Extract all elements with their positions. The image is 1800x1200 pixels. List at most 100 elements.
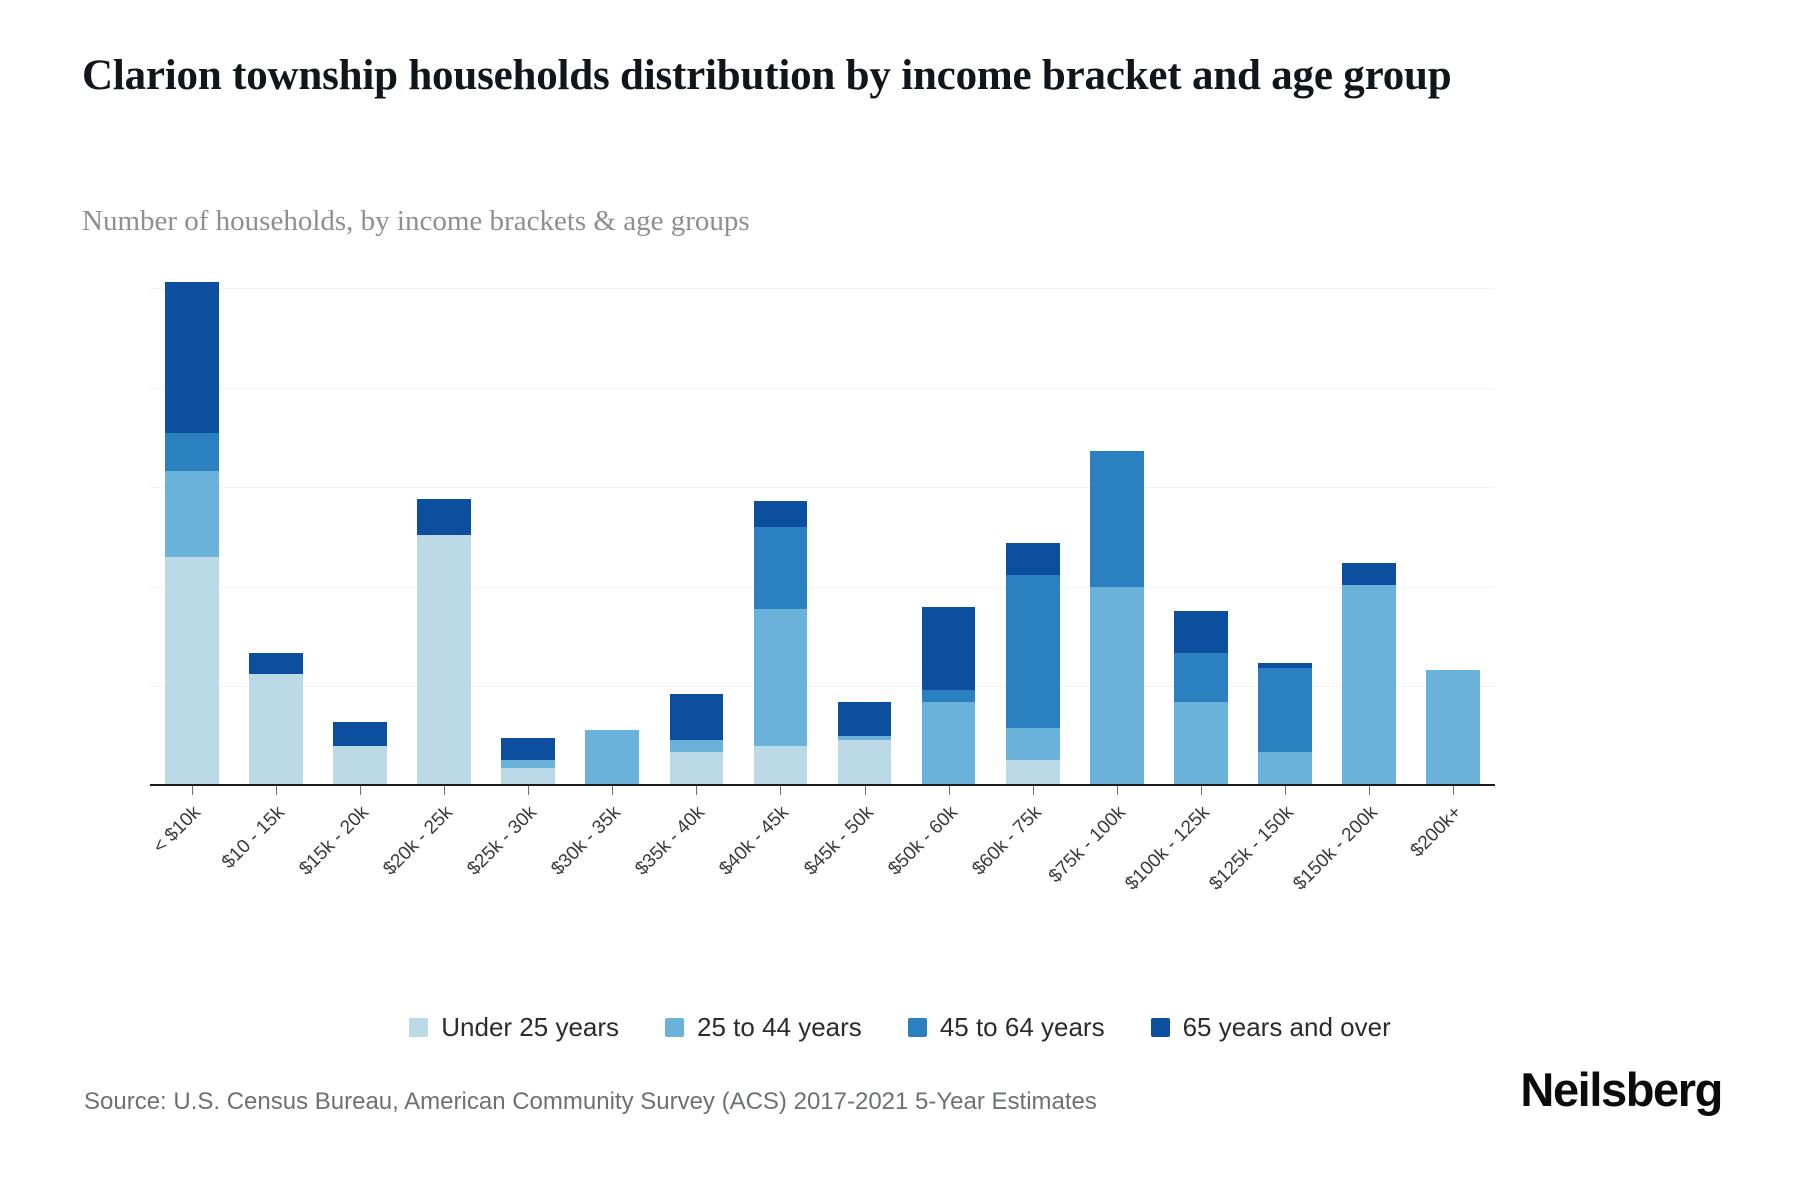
stacked-bar[interactable] — [249, 652, 303, 786]
legend-item[interactable]: Under 25 years — [409, 1012, 619, 1043]
stacked-bar[interactable] — [1173, 610, 1228, 786]
bar-segment[interactable] — [249, 674, 303, 786]
bar-slot[interactable] — [738, 268, 822, 795]
legend-swatch-icon — [665, 1018, 685, 1037]
bar-segment[interactable] — [1089, 586, 1144, 786]
source-note: Source: U.S. Census Bureau, American Com… — [84, 1088, 1097, 1115]
bar-slot[interactable] — [1075, 268, 1159, 795]
stacked-bar[interactable] — [165, 281, 219, 786]
page-subtitle: Number of households, by income brackets… — [82, 205, 750, 237]
bar-segment[interactable] — [165, 471, 219, 557]
bar-segment[interactable] — [669, 740, 724, 753]
bar-segment[interactable] — [1173, 652, 1228, 703]
bar-segment[interactable] — [669, 752, 724, 786]
bar-segment[interactable] — [333, 722, 388, 747]
stacked-bar[interactable] — [837, 702, 892, 786]
bar-segment[interactable] — [753, 746, 808, 786]
stacked-bar[interactable] — [753, 501, 808, 786]
bar-slot[interactable] — [1243, 268, 1327, 795]
bar-segment[interactable] — [1257, 752, 1312, 786]
legend-item[interactable]: 65 years and over — [1150, 1012, 1391, 1043]
bar-slot[interactable] — [570, 268, 654, 795]
bar-slot[interactable] — [318, 268, 402, 795]
bar-segment[interactable] — [165, 433, 219, 472]
bar-segment[interactable] — [165, 281, 219, 434]
x-axis-tick-mark — [1116, 786, 1118, 795]
bar-slot[interactable] — [907, 268, 991, 795]
bar-slot[interactable] — [654, 268, 738, 795]
bar-segment[interactable] — [1342, 584, 1396, 786]
bar-segment[interactable] — [165, 556, 219, 786]
bar-segment[interactable] — [501, 760, 556, 769]
bar-segment[interactable] — [753, 608, 808, 747]
stacked-bar[interactable] — [585, 730, 640, 786]
bar-segment[interactable] — [1257, 668, 1312, 753]
bar-slot[interactable] — [823, 268, 907, 795]
gridline — [150, 586, 1495, 588]
bar-segment[interactable] — [921, 690, 976, 703]
bar-slot[interactable] — [1159, 268, 1243, 795]
page-title: Clarion township households distribution… — [82, 52, 1452, 99]
bar-slot[interactable] — [402, 268, 486, 795]
legend-label: Under 25 years — [441, 1012, 620, 1042]
bar-segment[interactable] — [837, 736, 892, 741]
bar-segment[interactable] — [417, 534, 472, 786]
gridline — [150, 686, 1495, 688]
gridline — [150, 487, 1495, 489]
bar-segment[interactable] — [1257, 662, 1312, 669]
legend-item[interactable]: 25 to 44 years — [665, 1012, 862, 1043]
stacked-bar[interactable] — [1089, 451, 1144, 786]
x-axis-tick-mark — [864, 786, 866, 795]
legend-swatch-icon — [409, 1018, 429, 1037]
bar-slot[interactable] — [991, 268, 1075, 795]
bar-segment[interactable] — [333, 746, 388, 786]
bar-slot[interactable] — [486, 268, 570, 795]
bar-segment[interactable] — [585, 730, 640, 786]
bar-slot[interactable] — [150, 268, 234, 795]
bar-segment[interactable] — [837, 702, 892, 737]
bar-segment[interactable] — [1342, 562, 1396, 585]
stacked-bar[interactable] — [921, 606, 976, 786]
bar-segment[interactable] — [669, 694, 724, 741]
stacked-bar[interactable] — [333, 722, 388, 786]
bar-segment[interactable] — [1089, 451, 1144, 587]
stacked-bar[interactable] — [1342, 562, 1396, 786]
x-axis-tick-mark — [444, 786, 446, 795]
bar-segment[interactable] — [1005, 542, 1060, 575]
bar-segment[interactable] — [921, 702, 976, 786]
x-axis-tick-mark — [780, 786, 782, 795]
stacked-bar[interactable] — [501, 738, 556, 786]
legend-label: 25 to 44 years — [697, 1012, 862, 1042]
bar-group — [150, 268, 1495, 795]
stacked-bar[interactable] — [669, 694, 724, 786]
brand-logo: Neilsberg — [1520, 1063, 1723, 1116]
bar-segment[interactable] — [1005, 760, 1060, 786]
bar-segment[interactable] — [249, 652, 303, 675]
stacked-bar[interactable] — [1257, 662, 1312, 786]
bar-slot[interactable] — [234, 268, 318, 795]
legend-item[interactable]: 45 to 64 years — [907, 1012, 1105, 1043]
bar-slot[interactable] — [1411, 268, 1495, 795]
bar-segment[interactable] — [837, 740, 892, 786]
stacked-bar[interactable] — [417, 499, 472, 786]
stacked-bar[interactable] — [1426, 670, 1480, 786]
bar-segment[interactable] — [1426, 670, 1480, 786]
x-axis-tick-mark — [1032, 786, 1034, 795]
bar-segment[interactable] — [1005, 574, 1060, 729]
bar-segment[interactable] — [1173, 702, 1228, 786]
x-axis-tick-mark — [1452, 786, 1454, 795]
bar-segment[interactable] — [753, 527, 808, 609]
bar-segment[interactable] — [921, 606, 976, 691]
bar-segment[interactable] — [1173, 610, 1228, 653]
bar-segment[interactable] — [501, 738, 556, 761]
bar-segment[interactable] — [417, 499, 472, 535]
legend-label: 45 to 64 years — [939, 1012, 1105, 1042]
stacked-bar[interactable] — [1005, 542, 1060, 786]
legend-swatch-icon — [1150, 1018, 1170, 1037]
bar-slot[interactable] — [1327, 268, 1411, 795]
chart-legend: Under 25 years 25 to 44 years 45 to 64 yea… — [0, 1012, 1800, 1043]
bar-segment[interactable] — [753, 501, 808, 528]
bar-segment[interactable] — [501, 768, 556, 786]
bar-segment[interactable] — [1005, 728, 1060, 761]
